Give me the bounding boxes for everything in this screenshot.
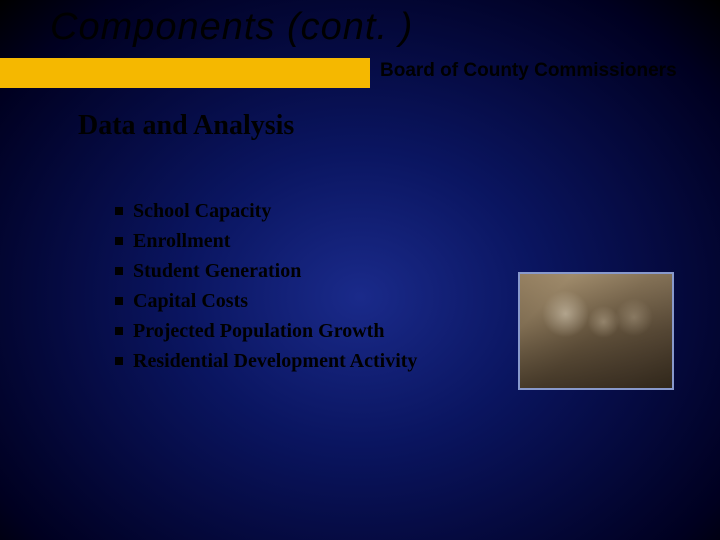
- list-item: Projected Population Growth: [115, 320, 417, 343]
- section-heading: Data and Analysis: [78, 110, 294, 142]
- accent-bar: [0, 58, 370, 88]
- photo-placeholder: [520, 274, 672, 388]
- bullet-list: School Capacity Enrollment Student Gener…: [115, 200, 417, 380]
- slide-title: Components (cont. ): [50, 6, 413, 49]
- slide-subtitle: Board of County Commissioners: [380, 60, 677, 82]
- list-item: Residential Development Activity: [115, 350, 417, 373]
- classroom-photo: [518, 272, 674, 390]
- list-item: Enrollment: [115, 230, 417, 253]
- list-item: Student Generation: [115, 260, 417, 283]
- list-item: School Capacity: [115, 200, 417, 223]
- list-item: Capital Costs: [115, 290, 417, 313]
